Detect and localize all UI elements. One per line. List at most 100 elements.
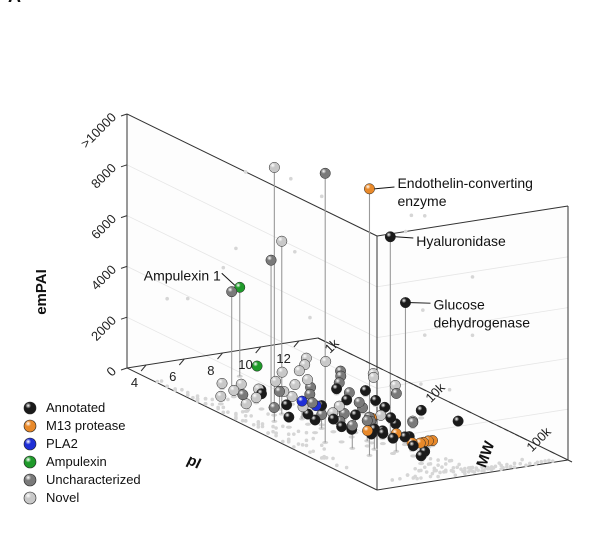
y-minor-tick — [489, 421, 494, 425]
point-wall-shadow — [413, 466, 418, 471]
point-wall-shadow — [550, 459, 555, 463]
point-wall-shadow — [191, 395, 195, 400]
point-wall-shadow — [311, 436, 316, 441]
data-point — [216, 377, 228, 389]
data-point — [452, 415, 464, 427]
point-wall-shadow — [470, 275, 475, 279]
data-points — [215, 161, 464, 462]
data-point — [327, 413, 339, 425]
point-wall-shadow — [203, 396, 208, 401]
z-tick-label: 8000 — [88, 160, 119, 191]
data-point — [415, 450, 427, 462]
point-wall-shadow — [240, 418, 245, 423]
z-tick-mark — [120, 113, 128, 117]
z-tick-label: 6000 — [88, 211, 119, 242]
y-minor-tick — [509, 431, 515, 435]
point-wall-shadow — [539, 459, 544, 464]
point-wall-shadow — [440, 465, 444, 469]
point-wall-shadow — [493, 464, 498, 469]
legend-label: PLA2 — [46, 436, 78, 451]
data-point — [407, 440, 419, 452]
point-wall-shadow — [422, 465, 427, 470]
point-wall-shadow — [520, 457, 524, 462]
annotation-label: Endothelin-converting — [397, 175, 532, 191]
point-floor-shadow — [312, 431, 319, 435]
annotation-label: dehydrogenase — [433, 315, 530, 331]
y-minor-tick — [396, 375, 401, 379]
y-tick-mark — [418, 386, 427, 392]
point-wall-shadow — [308, 315, 312, 320]
point-wall-shadow — [508, 464, 513, 469]
point-wall-shadow — [463, 471, 467, 476]
point-wall-shadow — [195, 394, 200, 398]
point-wall-shadow — [447, 387, 452, 392]
z-axis-title: emPAI — [33, 269, 50, 315]
point-wall-shadow — [289, 176, 293, 181]
annotation-leader — [221, 272, 236, 286]
x-tick-mark — [217, 352, 223, 360]
y-minor-tick — [466, 410, 472, 414]
z-tick-mark — [120, 316, 128, 320]
point-wall-shadow — [428, 474, 433, 479]
data-point — [362, 425, 374, 437]
point-wall-shadow — [457, 462, 461, 467]
y-minor-tick — [567, 459, 573, 463]
data-point — [341, 394, 353, 406]
x-tick-label: 8 — [207, 363, 214, 378]
legend-label: Ampulexin — [46, 454, 107, 469]
point-wall-shadow — [485, 466, 490, 471]
point-wall-shadow — [436, 463, 440, 467]
data-point — [289, 379, 301, 391]
point-wall-shadow — [216, 406, 220, 411]
annotations: Endothelin-converting enzyme Hyaluronidase… — [144, 175, 533, 331]
x-tick-mark — [178, 358, 185, 366]
point-wall-shadow — [256, 425, 261, 429]
data-point — [286, 391, 298, 403]
point-wall-shadow — [331, 456, 335, 461]
point-wall-shadow — [251, 422, 256, 427]
point-wall-shadow — [451, 466, 456, 470]
point-wall-shadow — [466, 469, 471, 474]
x-tick-label: 12 — [276, 351, 290, 366]
point-wall-shadow — [243, 419, 248, 423]
point-wall-shadow — [424, 470, 429, 474]
point-floor-shadow — [217, 402, 224, 406]
point-wall-shadow — [281, 424, 285, 429]
data-point — [361, 415, 373, 427]
point-wall-shadow — [271, 424, 275, 429]
back-wall-mw — [377, 206, 568, 490]
panel-label: A — [8, 0, 21, 6]
point-wall-shadow — [322, 447, 327, 451]
x-tick-label: 6 — [169, 369, 176, 384]
point-wall-shadow — [155, 379, 160, 384]
point-wall-shadow — [419, 382, 423, 386]
point-wall-shadow — [243, 170, 248, 174]
y-minor-tick — [550, 450, 555, 454]
annotation-label: Ampulexin 1 — [144, 267, 221, 283]
point-wall-shadow — [286, 432, 291, 437]
data-point — [333, 400, 345, 412]
legend-swatch — [23, 419, 37, 433]
point-wall-shadow — [296, 429, 301, 434]
z-tick-label: 4000 — [88, 262, 119, 293]
legend-label: Annotated — [46, 400, 105, 415]
point-wall-shadow — [447, 459, 452, 463]
point-wall-shadow — [319, 194, 324, 199]
data-point — [385, 412, 397, 424]
data-point — [226, 286, 238, 298]
z-tick-label: 0 — [103, 364, 119, 380]
point-wall-shadow — [260, 422, 265, 426]
point-wall-shadow — [274, 433, 278, 438]
point-floor-shadow — [418, 461, 425, 466]
point-wall-shadow — [292, 445, 296, 449]
chart-walls — [127, 114, 568, 490]
data-point — [281, 399, 293, 411]
data-point — [331, 383, 343, 395]
point-floor-shadow — [389, 451, 396, 456]
point-wall-shadow — [398, 476, 402, 481]
point-wall-shadow — [411, 476, 416, 480]
y-tick-mark — [317, 337, 326, 342]
box-edge — [376, 205, 569, 237]
point-floor-shadow — [379, 441, 386, 446]
data-point — [320, 355, 332, 367]
